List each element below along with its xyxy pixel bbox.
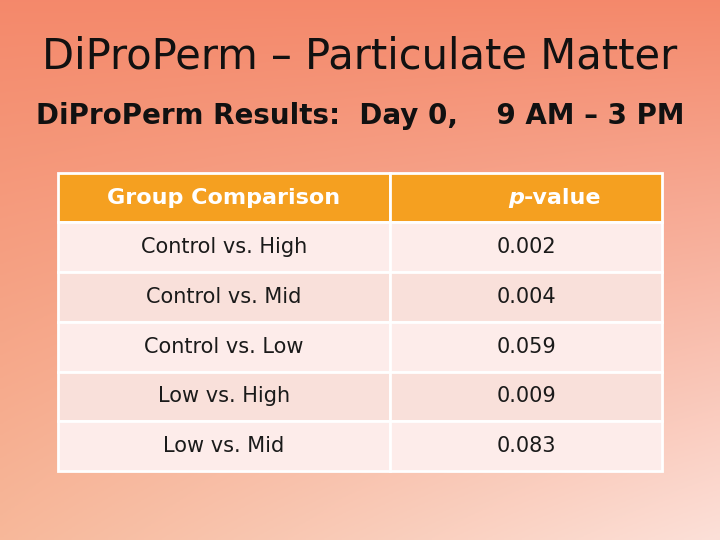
Text: Control vs. High: Control vs. High [141,237,307,258]
Text: p: p [508,187,524,208]
Text: 0.083: 0.083 [497,436,556,456]
Bar [58,322,390,372]
Text: -value: -value [524,187,602,208]
Bar [390,222,662,272]
Text: DiProPerm Results:  Day 0,    9 AM – 3 PM: DiProPerm Results: Day 0, 9 AM – 3 PM [36,102,684,130]
Bar [390,173,662,222]
Bar [390,421,662,471]
Bar [58,272,390,322]
Bar [390,272,662,322]
Text: 0.009: 0.009 [497,386,556,407]
Bar [58,421,390,471]
Text: Group Comparison: Group Comparison [107,187,341,208]
Bar [390,322,662,372]
Text: Control vs. Mid: Control vs. Mid [146,287,302,307]
Text: 0.059: 0.059 [497,336,556,357]
Bar [390,372,662,421]
Text: DiProPerm – Particulate Matter: DiProPerm – Particulate Matter [42,36,678,78]
Text: Control vs. Low: Control vs. Low [144,336,304,357]
Text: 0.002: 0.002 [497,237,556,258]
Bar [58,222,390,272]
Bar [58,372,390,421]
Text: Low vs. High: Low vs. High [158,386,290,407]
Bar [58,173,390,222]
Text: Low vs. Mid: Low vs. Mid [163,436,284,456]
Text: 0.004: 0.004 [497,287,556,307]
